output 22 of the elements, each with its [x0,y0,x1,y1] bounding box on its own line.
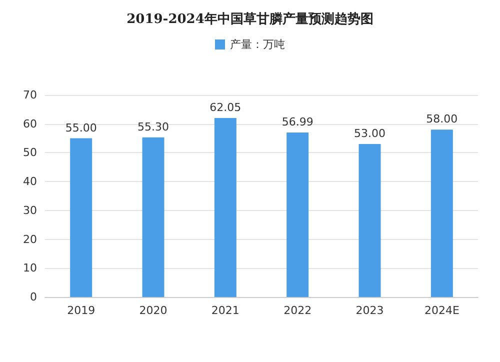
data-label: 55.00 [65,121,97,134]
y-tick-label: 20 [23,232,37,246]
y-tick-label: 60 [23,117,37,130]
x-tick-label: 2020 [139,304,168,317]
x-tick-label: 2023 [356,304,384,317]
data-label: 58.00 [426,112,458,126]
x-tick-label: 2019 [67,304,96,317]
data-label: 62.05 [210,100,242,114]
chart-title: 2019-2024年中国草甘膦产量预测趋势图 [126,11,374,27]
data-label: 55.30 [138,120,169,134]
y-tick-label: 40 [23,175,37,188]
data-label: 56.99 [282,116,314,129]
data-label: 53.00 [354,127,386,140]
x-tick-label: 2022 [284,304,312,317]
y-tick-label: 70 [23,88,37,102]
y-tick-label: 0 [30,290,37,304]
y-tick-label: 30 [23,204,37,217]
y-tick-label: 10 [23,262,37,275]
y-tick-label: 50 [23,146,37,160]
legend-label: 产量：万吨 [230,38,285,51]
x-tick-label: 2021 [211,304,240,317]
x-tick-label: 2024E [424,304,460,317]
